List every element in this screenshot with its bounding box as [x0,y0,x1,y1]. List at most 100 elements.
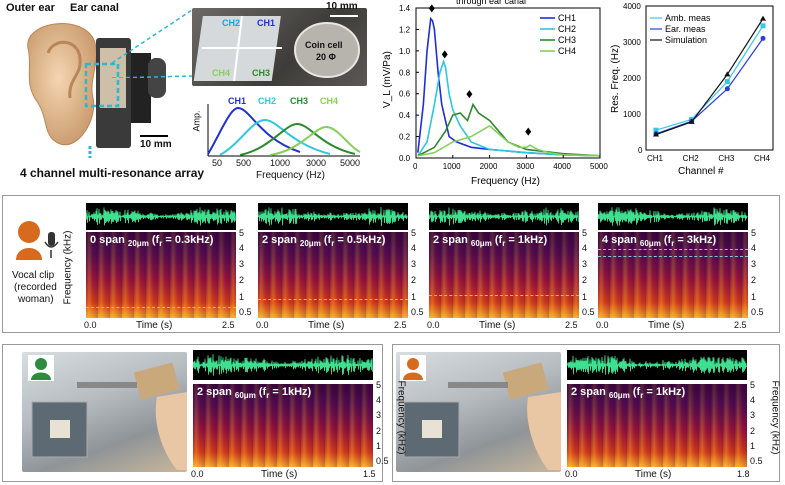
freq-tick-3-4: 1 [582,291,588,302]
freq-tick-2-2: 3 [411,258,417,269]
spectrogram-2-caption: 2 span 20μm (fr = 0.5kHz) [262,234,386,249]
coin-cell-size: 20 Φ [316,52,336,62]
resonance-ytick-0: 0 [638,146,643,155]
freq-tick-4-5: 0.5 [751,307,764,318]
chip-ch4-label: CH4 [212,68,231,78]
schematic-legend-ch1: CH1 [228,96,247,106]
bottom-freq-tick-1-1: 4 [376,394,382,405]
bottom-freq-tick-2-0: 5 [750,380,756,390]
schematic-curve-ch3 [239,122,356,156]
bottom-time-end-1: 1.5 [363,469,376,479]
freq-tick-3-5: 0.5 [582,307,595,318]
speaker-icon-orange [400,355,426,381]
time-start-4: 0.0 [596,320,609,330]
bottom-ylabel-2: Frequency (kHz) [769,380,781,455]
time-label-1: Time (s) [136,320,173,331]
spectrum-ytick-4: 0.8 [399,68,411,77]
schematic-tick-1: 500 [236,158,252,168]
resonance-ylabel: Res. Freq. (Hz) [610,45,621,113]
resonance-legend-0: Amb. meas [665,13,711,23]
schematic-tick-4: 5000 [340,158,361,168]
resonance-point-sim-2 [724,71,731,77]
resonance-xlabel: Channel # [678,166,724,177]
resonance-xtick-2: CH3 [718,154,735,163]
vocal-clip-panel [2,195,780,333]
waveform-bottom-2 [566,350,747,380]
peak-marker-4 [525,127,532,136]
resonance-point-ear-2 [724,86,730,92]
resonance-ytick-2: 2000 [623,74,641,83]
device-scale-bar [330,15,358,17]
freq-tick-2-4: 1 [411,291,417,302]
schematic-legend-ch4: CH4 [320,96,339,106]
freq-tick-1-4: 1 [239,291,245,302]
resonance-point-sim-1 [688,118,695,124]
time-start-2: 0.0 [256,320,269,330]
resonance-legend-2: Simulation [665,35,707,45]
waveform-2 [257,203,408,230]
bottom-time-start-1: 0.0 [191,469,204,479]
spectrogram-bottom-2: 2 span 60μm (fr = 1kHz) [567,384,747,467]
resonance-series-1 [655,38,764,135]
bottom-left-panel [2,344,383,482]
spectrum-legend-ch3: CH3 [558,35,576,45]
resonance-plot-frame [645,5,774,151]
bottom-ylabel-1: Frequency (kHz) [395,380,407,455]
spectrum-xtick-4: 4000 [553,162,571,171]
experiment-scene-right [403,362,561,470]
spectrum-ytick-3: 0.6 [399,90,411,99]
resonance-frequency-chart: 0 1000 2000 3000 4000 CH1 CH2 CH3 CH4 Channel # Re… [610,2,774,177]
chip-ch1-label: CH1 [257,18,276,28]
spectrogram-1: 0 span 20μm (fr = 0.3kHz) [86,232,236,318]
bottom-freq-tick-2-3: 2 [750,425,756,436]
time-end-2: 2.5 [394,320,407,330]
bottom-freq-tick-1-0: 5 [376,380,382,390]
bottom-time-label-1: Time (s) [261,469,298,480]
ear-canal-label: Ear canal [70,2,119,14]
spectrum-legend-ch4: CH4 [558,46,576,56]
spectrogram-2: 2 span 20μm (fr = 0.5kHz) [258,232,408,318]
resonance-point-amb-0 [653,127,659,133]
spectrogram-bottom-1: 2 span 60μm (fr = 1kHz) [193,384,373,467]
freq-tick-1-3: 2 [239,275,245,286]
device-photo [192,8,367,86]
peak-marker-2 [441,50,448,59]
spectrum-ylabel: V_L (mV/Pa) [382,51,393,108]
bottom-time-start-2: 0.0 [565,469,578,479]
bottom-time-label-2: Time (s) [635,469,672,480]
spectrogram-1-caption: 0 span 20μm (fr = 0.3kHz) [90,234,214,249]
freq-tick-3-1: 4 [582,243,588,254]
spectrum-ytick-2: 0.4 [399,111,411,120]
speaker-icon-green [28,355,54,381]
bottom-freq-tick-2-1: 4 [750,394,756,405]
resonance-marker-line [598,256,748,258]
spectrum-series-ch3 [417,102,601,157]
resonance-point-ear-3 [760,35,766,41]
time-label-3: Time (s) [479,320,516,331]
bottom-freq-tick-2-4: 1 [750,441,756,452]
time-label-4: Time (s) [648,320,685,331]
waveform-4 [597,203,748,230]
freq-tick-4-0: 5 [751,228,757,238]
freq-tick-2-0: 5 [411,228,417,238]
schematic-curve-ch4 [269,125,361,156]
freq-tick-1-0: 5 [239,228,245,238]
resonance-marker-line [86,306,236,308]
spectrum-ytick-5: 1.0 [399,47,411,56]
peak-marker-1 [428,4,435,13]
schematic-svg [207,104,361,157]
resonance-legend-1: Ear. meas [665,24,706,34]
scale-bar-ear [140,135,168,137]
freq-tick-2-1: 4 [411,243,417,254]
freq-tick-4-4: 1 [751,291,757,302]
spectrum-title: through ear canal [456,0,526,6]
coin-cell-label: Coin cell [305,40,343,50]
ear-illustration [27,23,166,158]
schematic-legend-ch2: CH2 [258,96,277,106]
freq-tick-1-5: 0.5 [239,307,252,318]
freq-tick-1-2: 3 [239,258,245,269]
resonance-xtick-3: CH4 [754,154,771,163]
resonance-xtick-1: CH2 [683,154,700,163]
spectrum-chart: through ear canal 0 1000 2000 3000 4000 5000 0.… [382,0,608,187]
zoom-lines [111,9,193,78]
